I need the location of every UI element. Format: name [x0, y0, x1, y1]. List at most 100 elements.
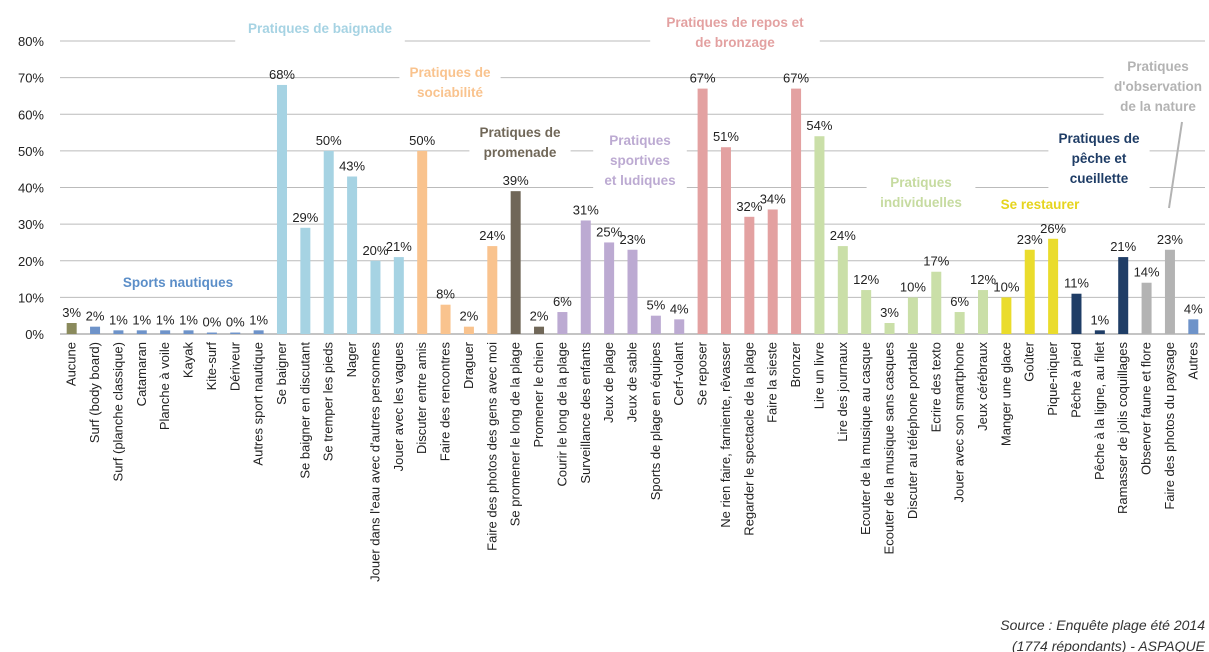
- x-tick-label: Cerf-volant: [671, 342, 686, 406]
- x-tick-label: Observer faune et flore: [1139, 342, 1154, 475]
- x-tick-label: Pêche à pied: [1068, 342, 1083, 418]
- x-tick-label: Faire des rencontres: [438, 342, 453, 462]
- annotation-bg: [1103, 56, 1209, 120]
- data-label: 51%: [713, 129, 739, 144]
- x-tick-label: Pêche à la ligne, au filet: [1092, 342, 1107, 480]
- source-note: Source : Enquête plage été 2014: [1000, 617, 1205, 633]
- bar: [627, 249, 638, 334]
- bar: [884, 323, 895, 334]
- x-tick-label: Ecrire des texto: [928, 342, 943, 432]
- bar: [720, 147, 731, 334]
- bar: [557, 312, 568, 334]
- data-label: 17%: [923, 254, 949, 269]
- x-tick-label: Se tremper les pieds: [321, 342, 336, 462]
- x-tick-label: Courir le long de la plage: [554, 342, 569, 487]
- x-tick-label: Surf (body board): [87, 342, 102, 443]
- group-annotation: Se restaurer: [989, 194, 1091, 218]
- bar: [487, 246, 498, 334]
- data-label: 2%: [86, 309, 105, 324]
- data-label: 4%: [1184, 301, 1203, 316]
- data-label: 43%: [339, 159, 365, 174]
- x-tick-label: Regarder le spectacle de la plage: [741, 342, 756, 536]
- x-tick-label: Se reposer: [695, 341, 710, 405]
- annotation-pointer: [1168, 121, 1183, 209]
- annotation-text: pêche et: [1072, 151, 1127, 166]
- bar: [814, 136, 825, 334]
- annotation-bg: [1048, 128, 1150, 192]
- bar: [674, 319, 685, 334]
- x-tick-label: Jeux cérébraux: [975, 342, 990, 431]
- y-tick-label: 60%: [18, 107, 44, 122]
- annotation-text: sportives: [610, 153, 670, 168]
- data-label: 6%: [553, 294, 572, 309]
- x-tick-label: Se baigner: [274, 341, 289, 405]
- data-label: 25%: [596, 224, 622, 239]
- bar: [417, 150, 428, 334]
- x-tick-label: Manger une glace: [998, 342, 1013, 446]
- data-label: 1%: [109, 312, 128, 327]
- x-tick-label: Promener le chien: [531, 342, 546, 448]
- annotation-text: individuelles: [880, 195, 962, 210]
- data-label: 0%: [202, 315, 221, 330]
- x-tick-label: Autres sport nautique: [251, 342, 266, 466]
- bar: [604, 242, 615, 334]
- bar: [1164, 249, 1175, 334]
- data-label: 23%: [619, 232, 645, 247]
- bar: [323, 150, 334, 334]
- annotation-text: sociabilité: [417, 85, 484, 100]
- x-tick-label: Draguer: [461, 341, 476, 389]
- data-label: 10%: [900, 279, 926, 294]
- annotation-text: Pratiques de: [1058, 131, 1140, 146]
- group-annotation: Pratiques de promenade: [469, 122, 571, 166]
- bar: [1071, 293, 1082, 334]
- x-tick-label: Jeux de sable: [625, 342, 640, 422]
- data-label: 23%: [1017, 232, 1043, 247]
- x-tick-label: Discuter entre amis: [414, 342, 429, 454]
- x-tick-label: Planche à voile: [157, 342, 172, 430]
- bar: [370, 260, 381, 334]
- annotation-text: Se restaurer: [1001, 197, 1081, 212]
- bar: [1094, 330, 1105, 334]
- annotation-text: Sports nautiques: [123, 275, 233, 290]
- x-tick-label: Pique-niquer: [1045, 341, 1060, 415]
- data-label: 24%: [479, 228, 505, 243]
- bar: [66, 323, 77, 334]
- data-label: 39%: [503, 173, 529, 188]
- annotation-text: Pratiques: [1127, 59, 1189, 74]
- annotation-text: de bronzage: [695, 35, 775, 50]
- bar: [347, 176, 358, 334]
- bar: [650, 315, 661, 334]
- bar: [230, 332, 241, 334]
- data-label: 1%: [132, 312, 151, 327]
- x-tick-label: Discuter au téléphone portable: [905, 342, 920, 519]
- data-label: 50%: [316, 133, 342, 148]
- data-label: 1%: [179, 312, 198, 327]
- bar: [907, 297, 918, 334]
- data-label: 24%: [830, 228, 856, 243]
- bar: [136, 330, 147, 334]
- x-tick-label: Nager: [344, 341, 359, 377]
- x-tick-label: Kite-surf: [204, 342, 219, 391]
- bar: [393, 257, 404, 334]
- y-tick-label: 10%: [18, 290, 44, 305]
- bar: [440, 304, 451, 334]
- bar: [861, 290, 872, 334]
- bar: [954, 312, 965, 334]
- bar: [1001, 297, 1012, 334]
- data-label: 11%: [1064, 276, 1089, 291]
- annotation-bg: [399, 62, 501, 106]
- data-label: 8%: [436, 287, 455, 302]
- annotation-bg: [650, 12, 820, 56]
- annotation-text: cueillette: [1070, 171, 1129, 186]
- x-tick-label: Lire un livre: [811, 342, 826, 409]
- bar: [1048, 238, 1059, 334]
- x-tick-label: Ne rien faire, farniente, rêvasser: [718, 341, 733, 527]
- data-label: 21%: [1110, 239, 1136, 254]
- annotation-bg: [989, 194, 1091, 218]
- bar: [253, 330, 264, 334]
- data-label: 32%: [736, 199, 762, 214]
- x-tick-label: Jeux de plage: [601, 342, 616, 423]
- annotation-text: Pratiques de: [479, 125, 561, 140]
- bar: [463, 326, 474, 334]
